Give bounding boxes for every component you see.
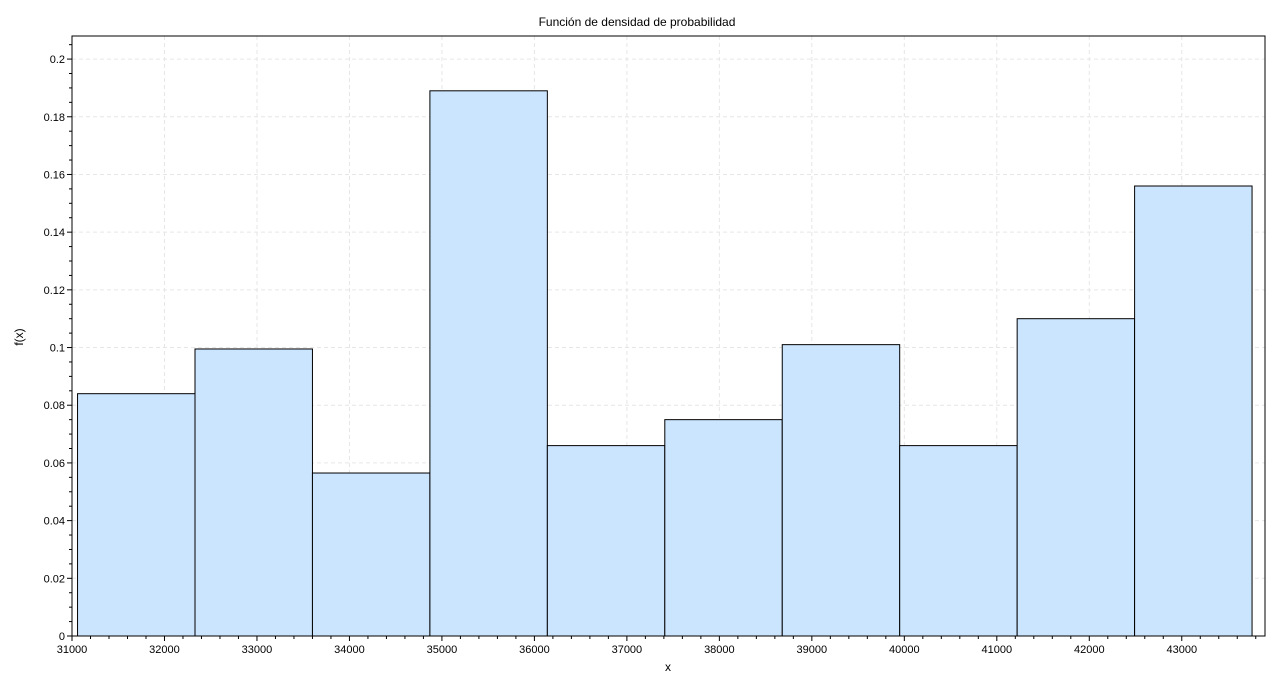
y-tick-label: 0.02 [44,573,65,585]
x-tick-label: 42000 [1074,644,1105,656]
x-tick-label: 34000 [334,644,365,656]
x-axis: 31000 32000 33000 34000 35000 36000 37000 38000… [57,636,1257,656]
histogram-bar [546,445,666,637]
x-tick-label: 32000 [149,644,180,656]
plot-frame [71,35,1266,637]
y-axis: 0 0.02 0.04 0.06 0.08 0.1 0.12 0.14 0.16 0.18 0.2 [44,44,72,643]
x-tick-label: 41000 [982,644,1013,656]
x-tick-label: 43000 [1166,644,1197,656]
y-tick-label: 0.18 [44,112,65,124]
histogram-bar [311,472,431,637]
x-tick-label: 36000 [519,644,550,656]
histogram-bar [1016,318,1136,637]
histogram-bar [899,445,1018,637]
bars [77,90,1253,637]
x-tick-label: 40000 [889,644,920,656]
histogram-bar [664,419,783,637]
x-axis-label: x [665,660,671,674]
y-tick-label: 0.16 [44,169,65,181]
x-tick-label: 38000 [704,644,735,656]
chart-title: Función de densidad de probabilidad [539,15,736,29]
histogram-bar [1134,185,1253,637]
histogram-bar [77,393,196,637]
y-tick-label: 0.06 [44,458,65,470]
x-tick-label: 31000 [57,644,88,656]
histogram-bar [429,90,548,637]
y-tick-label: 0 [59,631,65,643]
y-tick-label: 0.12 [44,285,65,297]
y-tick-label: 0.08 [44,400,65,412]
y-tick-label: 0.2 [50,54,65,66]
x-tick-label: 33000 [242,644,273,656]
x-tick-label: 37000 [612,644,643,656]
y-tick-label: 0.1 [50,343,65,355]
y-axis-label: f(x) [12,328,26,345]
y-tick-label: 0.04 [44,516,65,528]
histogram-bar [194,348,313,637]
y-tick-label: 0.14 [44,227,65,239]
x-tick-label: 39000 [797,644,828,656]
x-tick-label: 35000 [427,644,458,656]
histogram-bar [781,344,901,637]
